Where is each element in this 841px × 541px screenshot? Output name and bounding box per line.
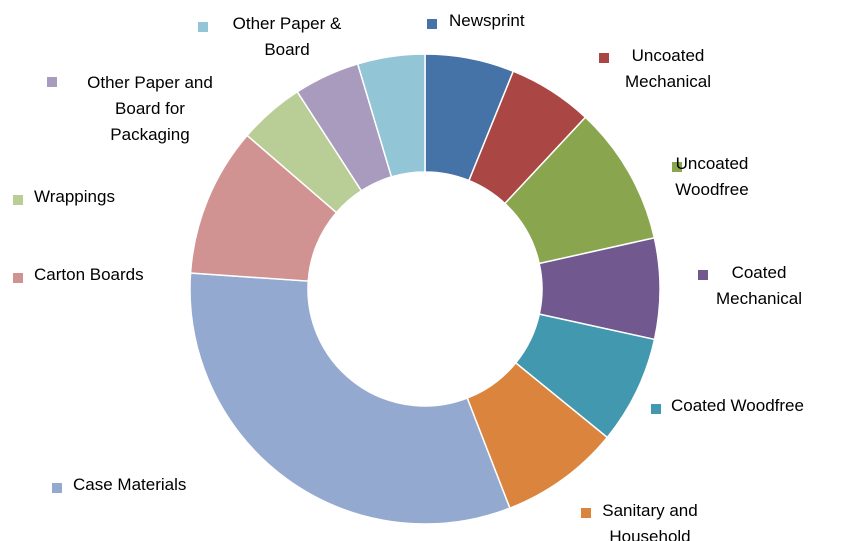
- label-text: Other Paper & Board: [233, 14, 342, 59]
- legend-swatch: [427, 19, 437, 29]
- label-newsprint: Newsprint: [427, 11, 525, 30]
- label-line: Coated Woodfree: [671, 396, 804, 415]
- label-text: Coated Mechanical: [716, 263, 802, 308]
- chart-labels: Newsprint Uncoated Mechanical Uncoated Woodf…: [13, 11, 804, 541]
- label-sanitary-and-household: Sanitary and Household: [581, 501, 698, 541]
- label-line: Mechanical: [625, 72, 711, 91]
- label-uncoated-woodfree: Uncoated Woodfree: [672, 154, 749, 199]
- label-line: Mechanical: [716, 289, 802, 308]
- label-line: Household: [609, 527, 690, 541]
- label-line: Coated: [732, 263, 787, 282]
- legend-swatch: [581, 508, 591, 518]
- label-coated-woodfree: Coated Woodfree: [651, 396, 804, 415]
- label-line: Woodfree: [675, 180, 748, 199]
- label-other-paper-and-board: Other Paper & Board: [198, 14, 342, 59]
- legend-swatch: [198, 22, 208, 32]
- legend-swatch: [599, 53, 609, 63]
- legend-swatch: [52, 483, 62, 493]
- label-line: Other Paper and: [87, 73, 213, 92]
- label-case-materials: Case Materials: [52, 475, 186, 494]
- label-text: Case Materials: [73, 475, 186, 494]
- label-line: Uncoated: [632, 46, 705, 65]
- label-line: Case Materials: [73, 475, 186, 494]
- label-text: Carton Boards: [34, 265, 144, 284]
- label-line: Other Paper &: [233, 14, 342, 33]
- label-text: Sanitary and Household: [602, 501, 697, 541]
- label-line: Newsprint: [449, 11, 525, 30]
- label-line: Uncoated: [676, 154, 749, 173]
- label-text: Uncoated Woodfree: [675, 154, 748, 199]
- label-line: Sanitary and: [602, 501, 697, 520]
- legend-swatch: [651, 404, 661, 414]
- label-coated-mechanical: Coated Mechanical: [698, 263, 802, 308]
- slice-other-paper-and-board: [356, 53, 426, 178]
- label-line: Wrappings: [34, 187, 115, 206]
- label-line: Board: [264, 40, 309, 59]
- label-line: Carton Boards: [34, 265, 144, 284]
- label-uncoated-mechanical: Uncoated Mechanical: [599, 46, 711, 91]
- slice-case-materials: [189, 272, 511, 525]
- chart-slices: [189, 53, 661, 525]
- legend-swatch: [47, 77, 57, 87]
- legend-swatch: [13, 195, 23, 205]
- label-line: Packaging: [110, 125, 189, 144]
- label-text: Coated Woodfree: [671, 396, 804, 415]
- legend-swatch: [698, 270, 708, 280]
- legend-swatch: [13, 273, 23, 283]
- legend-swatch: [672, 162, 682, 172]
- label-wrappings: Wrappings: [13, 187, 115, 206]
- label-carton-boards: Carton Boards: [13, 265, 144, 284]
- label-text: Wrappings: [34, 187, 115, 206]
- label-text: Other Paper and Board for Packaging: [87, 73, 213, 144]
- label-line: Board for: [115, 99, 185, 118]
- label-text: Newsprint: [449, 11, 525, 30]
- label-other-paper-and-board-for-packaging: Other Paper and Board for Packaging: [47, 73, 213, 144]
- label-text: Uncoated Mechanical: [625, 46, 711, 91]
